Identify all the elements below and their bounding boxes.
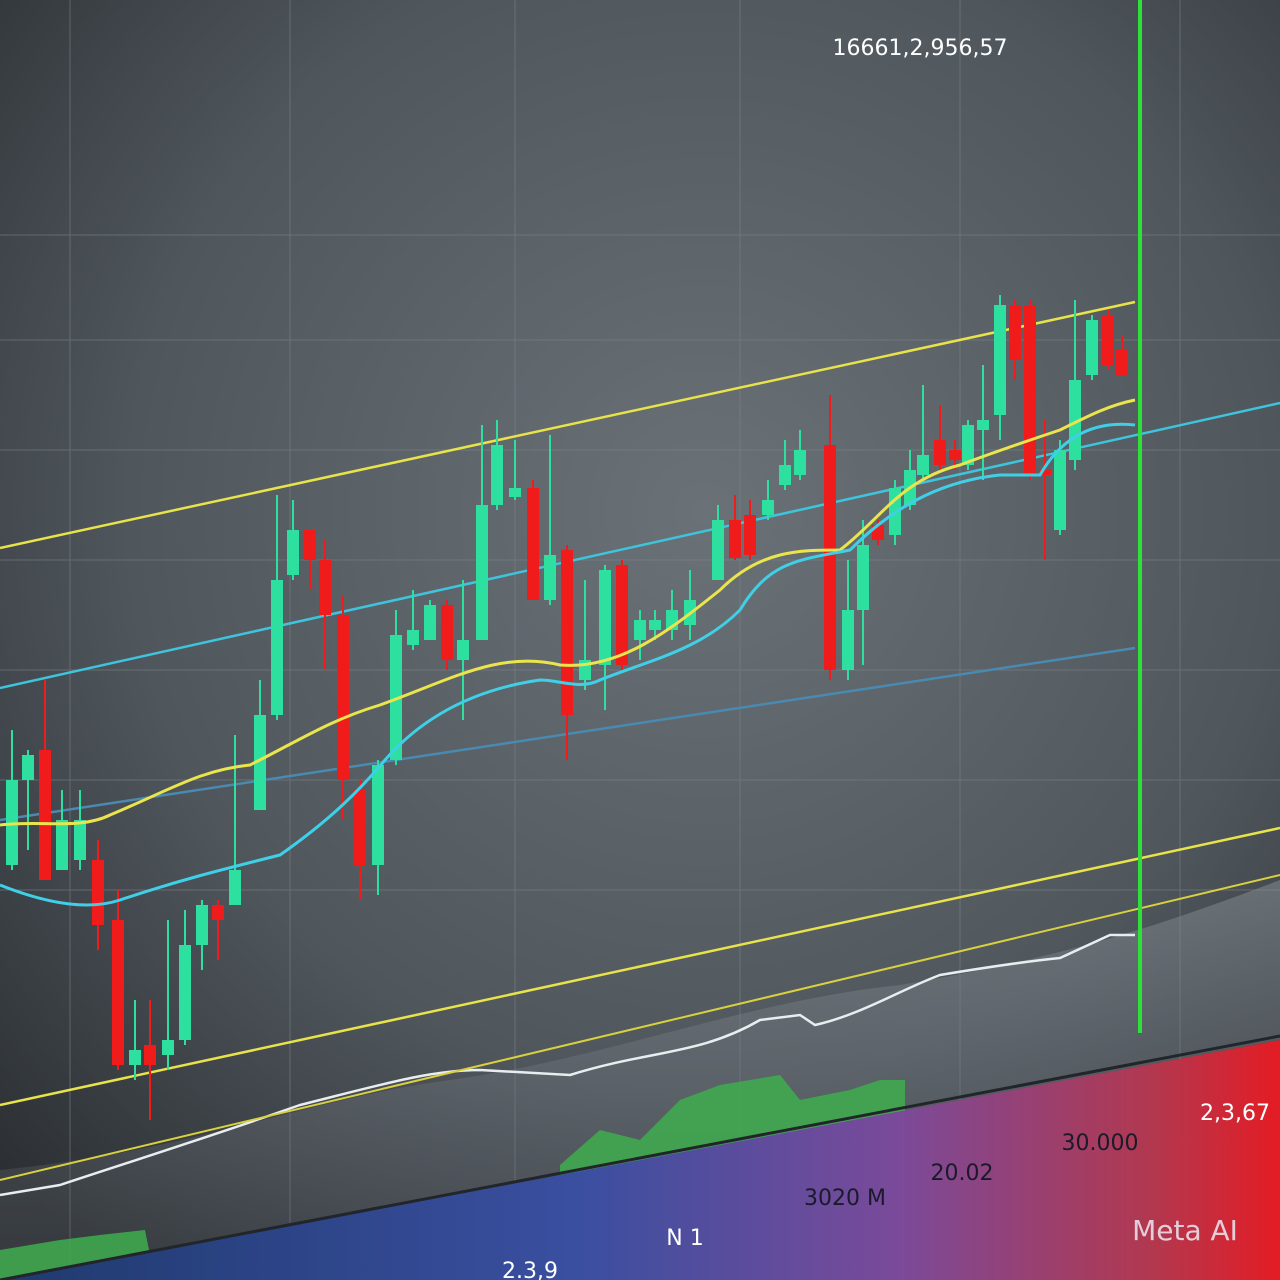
candle-body bbox=[304, 530, 316, 560]
candle-body bbox=[962, 425, 974, 465]
candle-body bbox=[407, 630, 419, 645]
candle-body bbox=[634, 620, 646, 640]
candle-body bbox=[92, 860, 104, 925]
channel-line bbox=[0, 401, 1280, 690]
candle-body bbox=[287, 530, 299, 575]
candle-body bbox=[441, 605, 453, 660]
candle-body bbox=[842, 610, 854, 670]
candle-body bbox=[857, 545, 869, 610]
candle-body bbox=[39, 750, 51, 880]
candle-body bbox=[729, 520, 741, 558]
candle-body bbox=[1039, 470, 1051, 475]
area bbox=[0, 880, 1280, 1280]
candle-body bbox=[949, 450, 961, 460]
candle-body bbox=[762, 500, 774, 515]
watermark: Meta AI bbox=[1132, 1214, 1238, 1247]
candle-body bbox=[1086, 320, 1098, 375]
candle-body bbox=[544, 555, 556, 600]
candle-body bbox=[649, 620, 661, 630]
candle-body bbox=[457, 640, 469, 660]
channel-line bbox=[0, 874, 1280, 1181]
candle-body bbox=[824, 445, 836, 670]
candle-body bbox=[56, 820, 68, 870]
candle-body bbox=[74, 820, 86, 860]
candle-body bbox=[424, 605, 436, 640]
candle-body bbox=[527, 488, 539, 600]
axis-line bbox=[0, 1034, 1280, 1280]
candle-body bbox=[1102, 315, 1114, 365]
candle-body bbox=[491, 445, 503, 505]
axis-label: 3020 M bbox=[804, 1186, 886, 1211]
candle-body bbox=[1024, 305, 1036, 475]
moving-average bbox=[0, 422, 1136, 907]
candle-body bbox=[129, 1050, 141, 1065]
candle-body bbox=[934, 440, 946, 465]
candle-body bbox=[476, 505, 488, 640]
candle-body bbox=[354, 790, 366, 865]
candle-body bbox=[712, 520, 724, 580]
volume-area bbox=[0, 1230, 150, 1280]
candle-body bbox=[229, 870, 241, 905]
candle-body bbox=[254, 715, 266, 810]
candle-body bbox=[794, 450, 806, 475]
candle-body bbox=[319, 560, 331, 615]
axis-label: 2.3,9 bbox=[502, 1259, 558, 1280]
candle-body bbox=[977, 420, 989, 430]
candle-body bbox=[271, 580, 283, 715]
axis-label: N 1 bbox=[666, 1226, 703, 1251]
candles bbox=[6, 295, 1128, 1120]
candle-body bbox=[779, 465, 791, 485]
candle-body bbox=[196, 905, 208, 945]
candle-body bbox=[994, 305, 1006, 415]
channel-line bbox=[0, 826, 1280, 1107]
candle-body bbox=[22, 755, 34, 780]
candle-body bbox=[179, 945, 191, 1040]
volume-area bbox=[560, 1075, 905, 1175]
candle-body bbox=[212, 905, 224, 920]
candle-body bbox=[162, 1040, 174, 1055]
candle-body bbox=[744, 515, 756, 555]
price-line bbox=[0, 933, 1135, 1197]
candle-body bbox=[561, 550, 573, 715]
candle-body bbox=[1009, 305, 1021, 360]
candle-body bbox=[917, 455, 929, 475]
channel-line bbox=[0, 300, 1136, 550]
candle-body bbox=[112, 920, 124, 1065]
candle-body bbox=[599, 570, 611, 665]
candle-body bbox=[509, 488, 521, 497]
price-readout: 16661,2,956,57 bbox=[833, 36, 1008, 61]
candle-body bbox=[144, 1045, 156, 1065]
axis-label: 2,3,67 bbox=[1200, 1101, 1270, 1126]
axis-label: 30.000 bbox=[1062, 1131, 1139, 1156]
candle-body bbox=[616, 565, 628, 665]
candle-body bbox=[1054, 450, 1066, 530]
candle-body bbox=[372, 765, 384, 865]
candle-body bbox=[337, 615, 349, 780]
axis-label: 20.02 bbox=[931, 1161, 994, 1186]
candle-body bbox=[1116, 350, 1128, 375]
axis-labels: 2,3,67 30.000 20.02 3020 M N 1 2.3,9 bbox=[502, 1101, 1270, 1280]
moving-average bbox=[0, 398, 1136, 827]
